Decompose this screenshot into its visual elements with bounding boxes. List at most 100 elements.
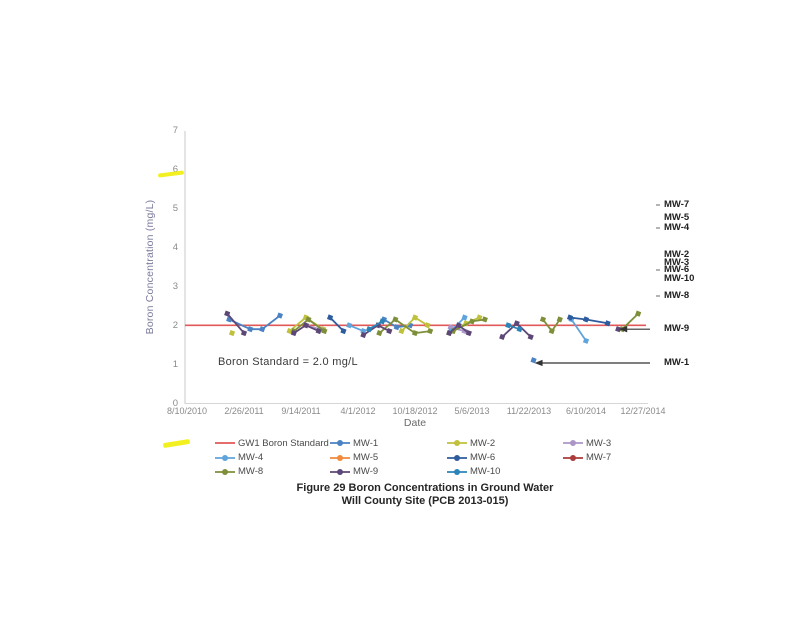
series-marker-mw-2	[424, 322, 431, 329]
series-marker-mw-8	[392, 316, 399, 323]
series-marker-mw-9	[224, 310, 231, 317]
legend-label: MW-9	[353, 466, 379, 477]
series-marker-mw-6	[340, 328, 347, 335]
series-line-mw-4	[348, 324, 364, 332]
series-marker-mw-9	[455, 322, 462, 329]
series-line-mw-8	[621, 312, 639, 330]
series-marker-mw-9	[302, 322, 309, 329]
legend-marker-icon	[563, 454, 583, 461]
legend-item-mw-6: MW-6	[447, 452, 495, 464]
series-marker-mw-1	[393, 324, 400, 331]
legend-marker-icon	[330, 440, 350, 446]
legend-label: GW1 Boron Standard	[238, 437, 329, 449]
series-line-mw-1	[228, 314, 281, 331]
series-marker-mw-8	[305, 316, 312, 323]
series-marker-mw-8	[556, 316, 563, 323]
x-tick-6-10-2014: 6/10/2014	[565, 406, 607, 416]
series-marker-mw-8	[468, 318, 476, 325]
series-end-label-mw-9: MW-9	[664, 323, 690, 335]
legend-item-mw-2: MW-2	[447, 437, 495, 449]
series-end-label-mw-3: MW-3	[664, 257, 690, 269]
series-marker-mw-4	[346, 322, 353, 329]
legend-marker-icon	[447, 468, 467, 475]
x-tick-9-14-2011: 9/14/2011	[281, 406, 321, 416]
x-tick-11-22-2013: 11/22/2013	[506, 406, 552, 416]
legend-item-mw-5: MW-5	[330, 452, 378, 464]
series-marker-mw-6	[566, 314, 574, 321]
y-tick-0: 0	[172, 397, 178, 409]
label-tick-mw-8	[656, 295, 660, 298]
legend-marker-icon	[447, 454, 467, 461]
series-line-mw-8	[378, 318, 431, 335]
y-tick-4: 4	[172, 242, 178, 254]
series-marker-mw-8	[635, 310, 642, 317]
legend-item-mw-9: MW-9	[330, 466, 378, 478]
series-line-mw-9	[226, 313, 245, 334]
series-marker-mw-1	[259, 326, 266, 333]
series-marker-mw-1	[276, 312, 283, 319]
series-end-label-mw-8: MW-8	[664, 290, 690, 302]
arrow-head-mw-9	[619, 325, 628, 333]
arrow-head-mw-1	[534, 359, 543, 367]
legend-item-mw-10: MW-10	[447, 466, 500, 478]
series-marker-mw-4	[461, 314, 468, 321]
label-tick-mw-7	[656, 204, 660, 207]
y-tick-2: 2	[172, 319, 178, 331]
series-marker-mw-9	[360, 331, 367, 339]
series-marker-mw-9	[527, 333, 534, 341]
legend-item-mw-4: MW-4	[215, 452, 263, 464]
boron-standard-annotation: Boron Standard = 2.0 mg/L	[218, 356, 358, 368]
series-end-label-mw-5: MW-5	[664, 212, 690, 224]
legend-item-mw-3: MW-3	[563, 437, 611, 449]
x-tick-2-26-2011: 2/26/2011	[224, 406, 264, 416]
series-marker-mw-2	[398, 328, 405, 335]
legend-item-mw-7: MW-7	[563, 452, 611, 464]
series-marker-mw-10	[366, 326, 373, 333]
legend-label: MW-6	[470, 452, 496, 463]
series-marker-mw-9	[499, 333, 506, 341]
x-tick-5-6-2013: 5/6/2013	[454, 406, 490, 416]
legend-item-gw1-boron-standard: GW1 Boron Standard	[215, 437, 329, 449]
series-end-label-mw-1: MW-1	[664, 356, 690, 368]
legend-marker-icon	[215, 442, 235, 444]
series-marker-mw-9	[240, 329, 248, 337]
series-marker-mw-8	[481, 316, 488, 323]
legend-label: MW-10	[470, 466, 501, 477]
legend-marker-icon	[215, 454, 235, 461]
series-marker-mw-10	[516, 326, 523, 333]
figure-caption-line2: Will County Site (PCB 2013-015)	[341, 495, 509, 507]
legend-marker-icon	[215, 468, 235, 475]
series-end-label-mw-4: MW-4	[664, 222, 690, 234]
series-line-mw-6	[329, 316, 345, 332]
y-axis-title: Boron Concentration (mg/L)	[144, 199, 156, 335]
y-tick-3: 3	[172, 280, 178, 292]
legend-marker-icon	[447, 440, 467, 446]
y-tick-1: 1	[172, 358, 178, 370]
series-end-label-mw-6: MW-6	[664, 264, 690, 276]
legend-label: MW-7	[586, 452, 612, 463]
series-marker-mw-1	[247, 326, 254, 333]
x-tick-4-1-2012: 4/1/2012	[340, 406, 376, 416]
legend-label: MW-4	[238, 452, 264, 463]
series-marker-mw-8	[539, 316, 547, 323]
legend-label: MW-1	[353, 437, 379, 449]
y-tick-6: 6	[172, 164, 178, 176]
legend-label: MW-5	[353, 452, 379, 463]
x-tick-8-10-2010: 8/10/2010	[166, 406, 208, 416]
series-end-label-mw-10: MW-10	[664, 273, 695, 285]
series-marker-mw-2	[476, 314, 483, 321]
y-tick-7: 7	[172, 125, 178, 137]
series-marker-mw-9	[386, 328, 393, 335]
series-marker-mw-9	[315, 328, 322, 335]
figure-caption-line1: Figure 29 Boron Concentrations in Ground…	[296, 482, 554, 494]
series-marker-mw-8	[427, 328, 434, 335]
series-marker-mw-9	[513, 320, 520, 327]
legend-label: MW-3	[586, 437, 612, 449]
legend-marker-icon	[330, 454, 350, 461]
series-marker-mw-6	[582, 316, 590, 323]
series-end-label-mw-7: MW-7	[664, 199, 690, 211]
legend-label: MW-2	[470, 437, 496, 449]
label-tick-mw-6	[656, 269, 660, 272]
series-marker-mw-2	[228, 329, 236, 337]
